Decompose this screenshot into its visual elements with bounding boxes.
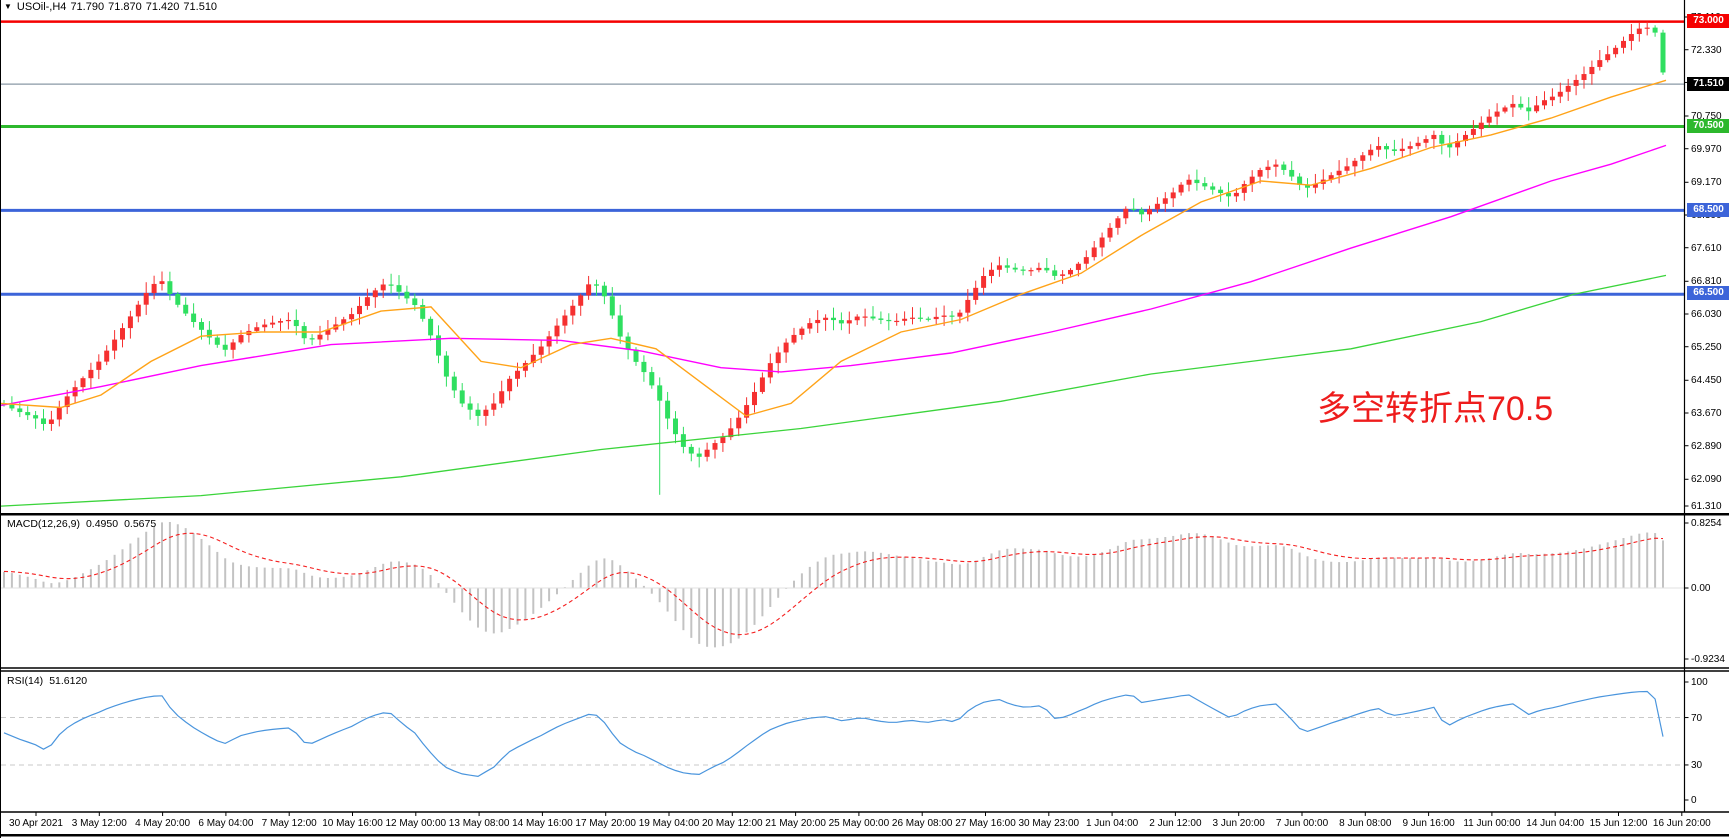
macd-axis-label: -0.9234 — [1691, 654, 1725, 665]
quote-open: 71.790 — [70, 1, 105, 13]
time-tick-label: 13 May 08:00 — [448, 818, 510, 829]
time-tick-label: 9 Jun 16:00 — [1402, 818, 1455, 829]
symbol-name: USOil-,H4 — [16, 1, 67, 13]
rsi-axis-label: 100 — [1691, 677, 1708, 688]
ma-slow-line — [1, 274, 1667, 507]
price-tick-label: 61.310 — [1691, 501, 1722, 512]
macd-axis-label: 0.00 — [1691, 583, 1711, 594]
macd-label: MACD(12,26,9) 0.4950 0.5675 — [7, 518, 162, 530]
rsi-label: RSI(14) 51.6120 — [7, 675, 93, 687]
time-tick-label: 21 May 20:00 — [765, 818, 826, 829]
macd-axis-label: 0.8254 — [1691, 518, 1722, 529]
time-tick-label: 4 May 20:00 — [135, 818, 191, 829]
time-tick-label: 30 May 23:00 — [1018, 818, 1080, 829]
price-tick-label: 62.090 — [1691, 474, 1722, 486]
time-tick-label: 2 Jun 12:00 — [1149, 818, 1202, 829]
price-tick-label: 69.970 — [1691, 143, 1722, 155]
price-tick-label: 72.330 — [1691, 44, 1722, 56]
macd-histogram-layer — [3, 522, 1664, 648]
rsi-value: 51.6120 — [49, 675, 88, 687]
time-tick-label: 26 May 08:00 — [891, 818, 953, 829]
chart-macd-separator — [1, 513, 1729, 516]
time-tick-label: 20 May 12:00 — [701, 818, 763, 829]
candles-layer — [1, 21, 1666, 495]
time-tick-label: 25 May 00:00 — [828, 818, 890, 829]
time-tick-label: 17 May 20:00 — [575, 818, 636, 829]
time-tick-label: 7 Jun 00:00 — [1275, 818, 1329, 829]
price-tick-label: 70.750 — [1691, 111, 1722, 122]
level-lines-layer — [1, 20, 1684, 296]
price-tag-pivot: 70.500 — [1687, 119, 1729, 133]
time-tick-label: 3 Jun 20:00 — [1212, 818, 1265, 829]
time-tick-label: 3 May 12:00 — [71, 818, 127, 829]
time-tick-label: 8 Jun 08:00 — [1339, 818, 1392, 829]
price-tick-label: 63.670 — [1691, 408, 1722, 419]
rsi-axis-label: 70 — [1691, 712, 1703, 724]
time-tick-label: 10 May 16:00 — [322, 818, 383, 829]
time-tick-label: 1 Jun 04:00 — [1085, 818, 1139, 829]
price-tick-label: 66.810 — [1691, 276, 1722, 288]
quote-high: 71.870 — [108, 1, 142, 13]
macd-value: 0.4950 — [85, 518, 119, 530]
quote-low: 71.420 — [145, 1, 180, 13]
time-tick-label: 11 Jun 00:00 — [1463, 818, 1521, 829]
time-tick-label: 12 May 00:00 — [385, 818, 447, 829]
ma-mid-line — [1, 144, 1667, 407]
price-tag-support2: 66.500 — [1687, 286, 1729, 300]
time-tick-label: 27 May 16:00 — [955, 818, 1016, 829]
macd-signal-value: 0.5675 — [124, 518, 157, 530]
time-tick-label: 14 Jun 04:00 — [1526, 818, 1585, 829]
macd-title: MACD(12,26,9) — [7, 518, 80, 530]
price-tag-current: 71.510 — [1687, 77, 1729, 91]
time-tick-label: 30 Apr 2021 — [9, 818, 63, 829]
price-tag-resistance: 73.000 — [1687, 14, 1729, 28]
ma-fast-line — [1, 79, 1667, 417]
price-tick-label: 66.030 — [1691, 309, 1722, 320]
symbol-quote-line: ▼ USOil-,H4 71.790 71.870 71.420 71.510 — [4, 1, 221, 13]
time-tick-label: 14 May 16:00 — [512, 818, 573, 829]
macd-signal-line — [3, 532, 1664, 636]
time-tick-label: 15 Jun 12:00 — [1589, 818, 1648, 829]
price-tick-label: 69.170 — [1691, 177, 1722, 189]
price-tick-label: 65.250 — [1691, 341, 1722, 353]
symbol-dropdown-icon[interactable]: ▼ — [4, 2, 12, 11]
rsi-axis-label: 30 — [1691, 759, 1703, 771]
window-bottom-border — [1, 834, 1729, 837]
price-tick-label: 64.450 — [1691, 375, 1722, 387]
rsi-line — [3, 690, 1664, 778]
time-tick-label: 19 May 04:00 — [638, 818, 700, 829]
quote-close: 71.510 — [183, 1, 218, 13]
rsi-title: RSI(14) — [7, 675, 44, 687]
chart-annotation-text: 多空转折点70.5 — [1317, 390, 1554, 428]
price-tick-label: 62.890 — [1691, 440, 1722, 452]
price-tick-label: 67.610 — [1691, 242, 1722, 254]
rsi-axis-label: 0 — [1691, 795, 1697, 806]
time-tick-label: 16 Jun 20:00 — [1652, 818, 1711, 829]
time-tick-label: 6 May 04:00 — [198, 818, 254, 829]
price-tag-support1: 68.500 — [1687, 203, 1729, 217]
time-tick-label: 7 May 12:00 — [261, 818, 317, 829]
